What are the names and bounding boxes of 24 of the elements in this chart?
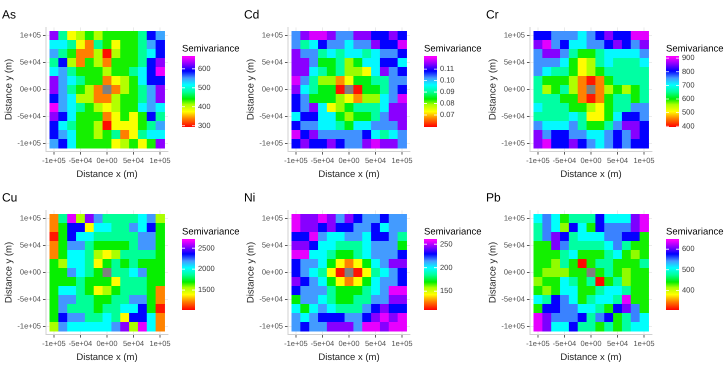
y-axis-title: Distance y (m)	[3, 242, 14, 304]
color-bar-title: Semivariance	[182, 226, 240, 238]
color-bar-title: Semivariance	[666, 43, 724, 54]
x-axis-title: Distance x (m)	[318, 168, 380, 180]
chart-title: Pb	[486, 190, 502, 205]
x-axis-title: Distance x (m)	[560, 352, 622, 363]
y-axis-title: Distance y (m)	[3, 58, 14, 120]
x-axis-title: Distance x (m)	[318, 352, 380, 363]
chart-title: Cu	[2, 190, 18, 205]
x-axis-title: Distance x (m)	[76, 168, 138, 180]
y-axis-title: Distance y (m)	[487, 58, 498, 120]
chart-title: Ni	[244, 190, 256, 205]
chart-title: As	[2, 8, 16, 22]
chart-title: Cr	[486, 8, 499, 22]
color-bar-title: Semivariance	[666, 226, 724, 238]
y-axis-title: Distance y (m)	[245, 58, 256, 120]
y-axis-title: Distance y (m)	[245, 242, 256, 304]
chart-title: Cd	[244, 8, 260, 22]
color-bar-title: Semivariance	[182, 43, 240, 54]
color-bar-title: Semivariance	[424, 43, 482, 54]
x-axis-title: Distance x (m)	[560, 168, 622, 180]
x-axis-title: Distance x (m)	[76, 352, 138, 363]
color-bar-title: Semivariance	[424, 226, 482, 238]
y-axis-title: Distance y (m)	[487, 242, 498, 304]
